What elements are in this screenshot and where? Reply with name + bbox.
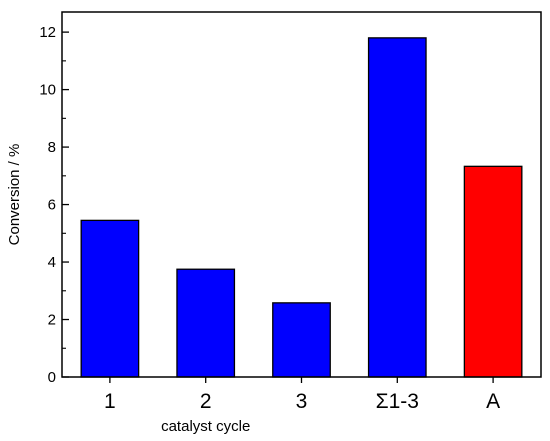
x-tick-label: 1	[104, 390, 116, 413]
bar-5	[463, 165, 523, 378]
bar-3	[272, 302, 331, 378]
y-tick-label: 8	[48, 139, 56, 156]
y-tick-label: 4	[48, 254, 56, 271]
y-tick-label: 10	[39, 82, 56, 99]
y-axis-title: Conversion / %	[6, 144, 23, 246]
y-tick-label: 6	[48, 197, 56, 214]
bar-4	[367, 37, 427, 378]
x-axis: 1 2 3 Σ1-3 A	[104, 377, 500, 413]
bar-2	[176, 268, 236, 378]
y-tick-label: 12	[39, 24, 56, 41]
y-tick-label: 0	[48, 369, 56, 386]
x-axis-title: catalyst cycle	[161, 418, 250, 435]
plot-frame	[61, 11, 542, 378]
y-axis: 0 2 4 6 8 10 12	[39, 24, 69, 386]
bar-1	[80, 219, 140, 378]
x-tick-label: A	[486, 390, 500, 413]
bars-group	[80, 37, 523, 378]
x-tick-label: Σ1-3	[376, 390, 419, 413]
y-tick-label: 2	[48, 312, 56, 329]
x-tick-label: 2	[200, 390, 212, 413]
x-tick-label: 3	[296, 390, 308, 413]
